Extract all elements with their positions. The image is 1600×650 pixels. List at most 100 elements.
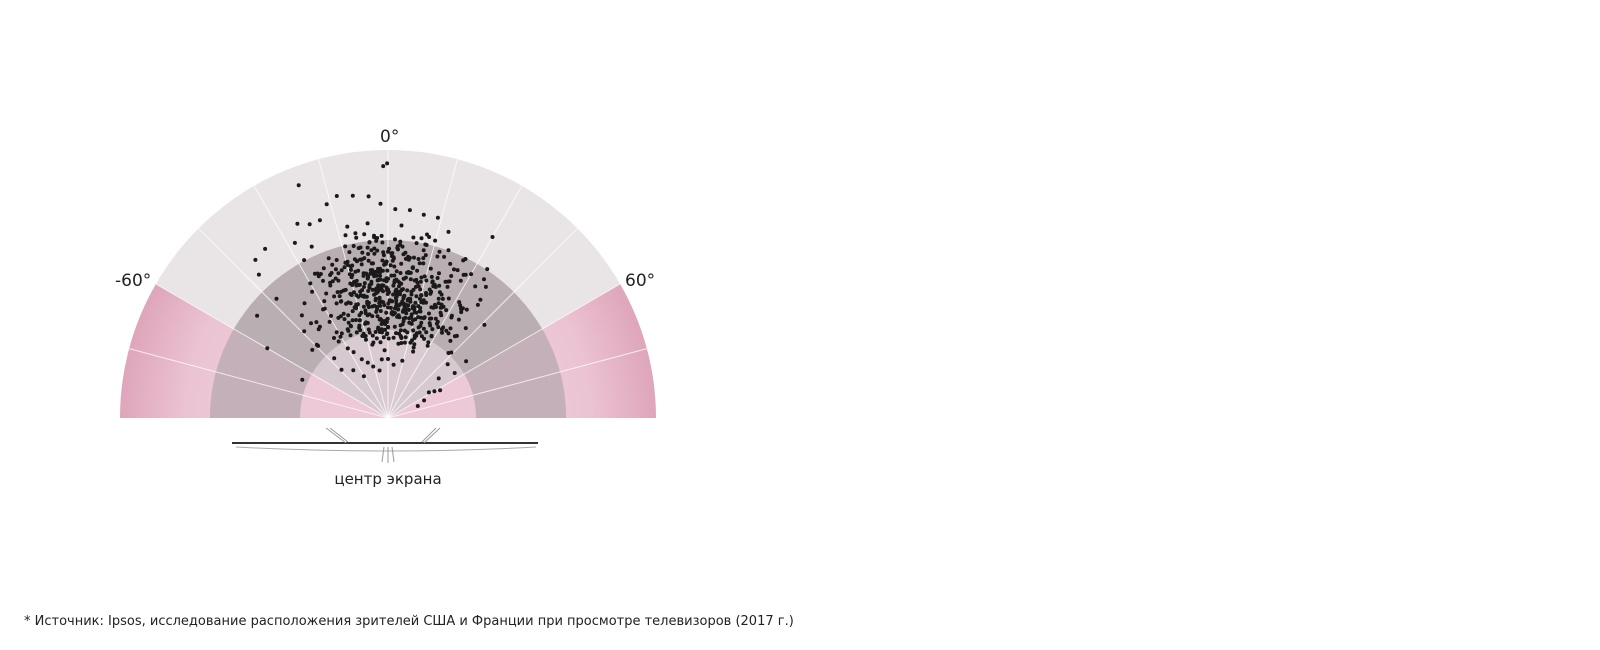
viewer-dot [377, 270, 382, 275]
viewer-dot [396, 247, 400, 252]
viewer-dot [322, 299, 327, 304]
viewer-dot [419, 320, 424, 325]
viewer-dot [377, 301, 382, 305]
viewer-dot [415, 268, 420, 273]
viewer-dot [349, 293, 354, 297]
viewer-dot [378, 309, 383, 313]
viewer-dot [428, 266, 433, 271]
viewer-dot [385, 287, 390, 292]
viewer-dot [469, 272, 474, 277]
viewer-dot [334, 301, 339, 306]
viewer-dot [389, 273, 394, 278]
viewer-dot [333, 267, 338, 272]
viewer-dot [384, 279, 389, 284]
viewer-dot [393, 304, 398, 309]
viewer-dot [386, 336, 391, 341]
viewer-dot [434, 321, 439, 326]
viewer-dot [373, 298, 378, 303]
viewer-dot [418, 287, 423, 292]
viewer-dot [411, 349, 416, 354]
viewer-dot [362, 232, 367, 237]
viewer-dot [405, 330, 410, 335]
viewer-dot [483, 284, 488, 289]
viewer-dot [397, 331, 401, 336]
viewer-dot [353, 269, 358, 274]
viewer-dot [399, 281, 404, 286]
viewer-dot [324, 202, 329, 207]
viewer-dot [362, 294, 367, 299]
viewer-dot [446, 296, 451, 301]
viewer-dot [362, 284, 366, 289]
viewer-dot [396, 279, 401, 284]
viewer-dot [425, 343, 430, 348]
viewer-dot [438, 305, 443, 310]
viewer-dot [426, 390, 431, 395]
viewer-dot [359, 257, 363, 262]
viewer-dot [378, 340, 383, 345]
viewer-dot [440, 330, 444, 335]
viewer-dot [429, 305, 434, 310]
viewer-dot [449, 315, 454, 320]
viewer-dot [414, 310, 419, 315]
viewer-dot [402, 340, 407, 345]
angle-line [318, 159, 389, 419]
viewer-dot [332, 356, 337, 361]
viewer-dot [321, 278, 325, 283]
viewer-dot [360, 334, 365, 338]
viewer-dot [439, 313, 444, 318]
viewer-dot [391, 256, 396, 261]
viewer-dot [445, 362, 450, 367]
viewer-dot [385, 161, 390, 166]
viewer-dot [439, 302, 444, 307]
viewer-dot [367, 240, 372, 245]
viewer-dot [414, 241, 419, 246]
viewer-dot [354, 235, 359, 240]
viewer-dot [309, 321, 313, 326]
viewer-dot [333, 276, 338, 281]
viewer-dot [452, 267, 456, 272]
viewer-dot [419, 334, 424, 339]
viewer-dot [338, 299, 343, 304]
viewer-dot [329, 313, 333, 318]
viewer-dot [414, 294, 419, 299]
viewer-dot [427, 287, 432, 292]
viewer-dot [354, 282, 359, 287]
viewer-dot [342, 265, 347, 270]
viewer-dot [274, 296, 279, 301]
viewer-dot [371, 340, 376, 345]
viewer-dot [400, 358, 405, 363]
viewer-dot [446, 279, 451, 284]
viewer-dot [368, 268, 373, 273]
viewer-dot [444, 328, 449, 333]
viewer-dot [399, 336, 404, 340]
viewer-dot [295, 221, 300, 226]
viewer-dot [478, 297, 483, 302]
viewer-dot [353, 231, 358, 236]
viewer-dot [256, 272, 261, 277]
viewer-dot [373, 269, 378, 274]
viewer-dot [380, 240, 385, 245]
viewer-dot [398, 328, 403, 333]
viewer-dot [392, 273, 397, 278]
viewer-dot [332, 294, 337, 299]
viewer-dot [374, 238, 379, 243]
viewer-dot [343, 233, 348, 238]
viewer-dot [314, 320, 319, 325]
viewer-dot [408, 277, 413, 282]
viewer-dot [435, 215, 440, 220]
viewer-dot [350, 318, 355, 323]
viewer-dot [422, 336, 427, 341]
angle-label-left: -60° [115, 271, 151, 291]
viewer-dot [376, 327, 381, 331]
viewer-dot [412, 255, 416, 260]
viewer-dot [419, 275, 424, 280]
viewer-dot [416, 257, 421, 261]
viewer-dot [392, 324, 397, 329]
viewer-dot [421, 326, 426, 331]
angle-line [198, 228, 389, 419]
viewer-dot [345, 224, 350, 229]
viewer-dot [390, 251, 395, 256]
viewer-dot [368, 271, 373, 276]
viewer-dot [372, 274, 377, 279]
viewer-dot [386, 305, 390, 310]
